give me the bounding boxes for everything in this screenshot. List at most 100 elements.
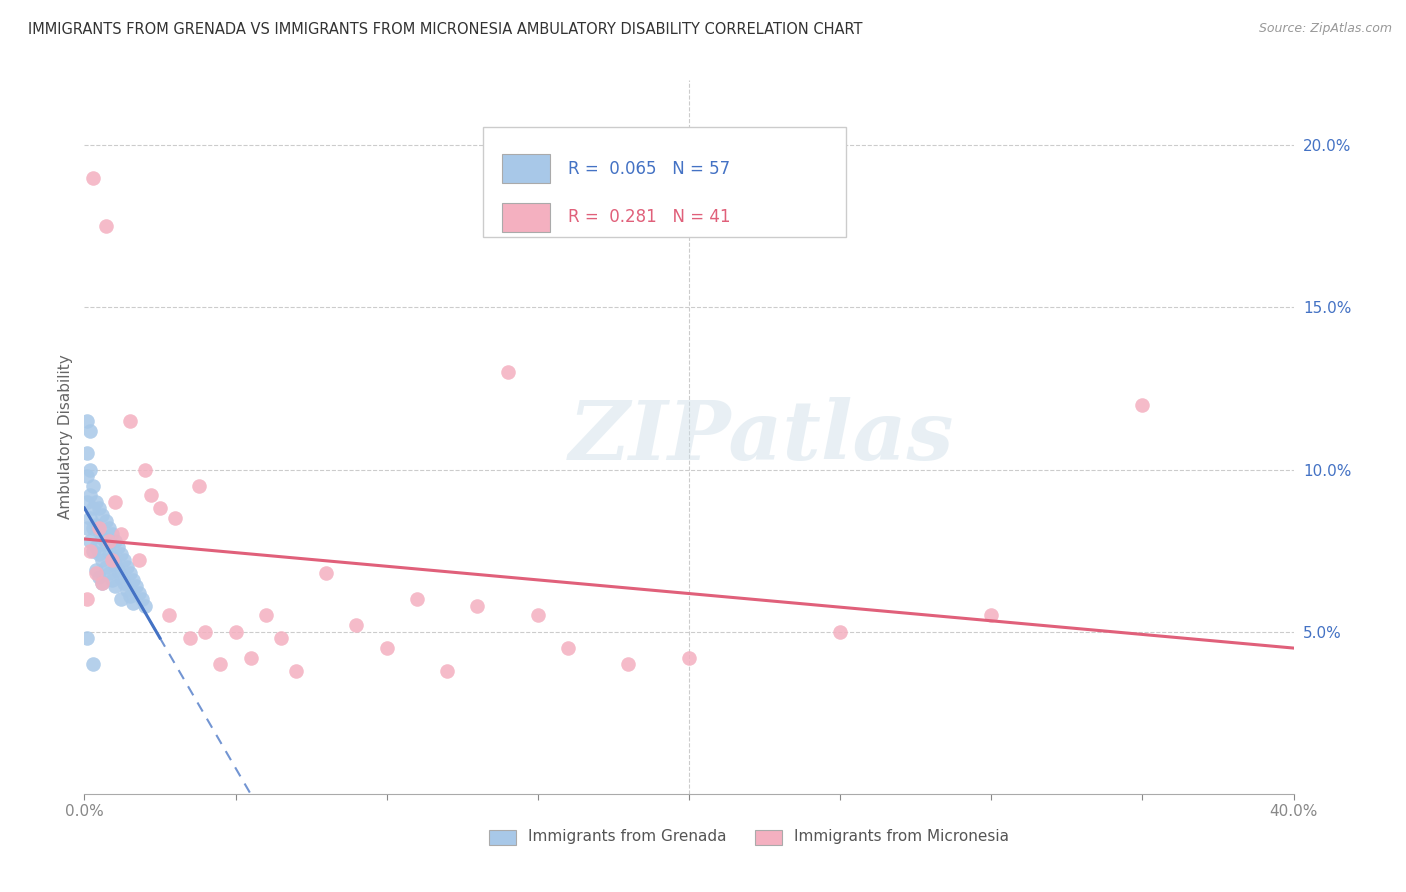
Point [128,553,150,567]
Point [100,527,122,541]
Point [1130,398,1153,412]
Text: ZIPatlas: ZIPatlas [569,397,955,477]
Point [110,569,132,583]
Point [79,462,101,476]
Point [104,495,127,509]
Point [100,550,122,565]
Point [110,547,132,561]
Point [76,495,98,509]
Point [436,664,458,678]
Point [194,624,217,639]
Point [79,511,101,525]
FancyBboxPatch shape [484,127,846,237]
Point [115,559,138,574]
Point [79,488,101,502]
Point [94,515,117,529]
Point [118,589,141,603]
Point [89,521,111,535]
Point [91,508,114,522]
Point [94,559,117,574]
Point [406,592,429,607]
Point [97,543,120,558]
Point [125,579,148,593]
Point [188,479,211,493]
Point [91,576,114,591]
Text: Immigrants from Micronesia: Immigrants from Micronesia [794,830,1010,844]
Point [346,618,368,632]
Point [112,553,135,567]
Point [118,566,141,581]
Point [100,573,122,587]
Point [76,592,98,607]
Point [94,537,117,551]
Point [100,553,122,567]
Point [128,586,150,600]
Point [118,414,141,428]
Point [104,579,127,593]
Text: IMMIGRANTS FROM GRENADA VS IMMIGRANTS FROM MICRONESIA AMBULATORY DISABILITY CORR: IMMIGRANTS FROM GRENADA VS IMMIGRANTS FR… [28,22,863,37]
Point [165,511,187,525]
Point [82,543,104,558]
Point [76,521,98,535]
Point [131,592,153,607]
Point [82,521,104,535]
Point [557,640,579,655]
Point [285,664,308,678]
Text: R =  0.065   N = 57: R = 0.065 N = 57 [568,160,730,178]
Bar [755,830,782,846]
Point [496,365,519,379]
Point [107,541,129,555]
Point [82,501,104,516]
Point [107,563,129,577]
Point [82,657,104,672]
Text: Source: ZipAtlas.com: Source: ZipAtlas.com [1258,22,1392,36]
Bar [502,203,550,232]
Point [91,531,114,545]
Point [86,495,108,509]
Point [76,631,98,645]
Y-axis label: Ambulatory Disability: Ambulatory Disability [58,355,73,519]
Point [97,521,120,535]
Point [110,527,132,541]
Point [134,462,156,476]
Point [104,533,127,548]
Point [104,557,127,571]
Point [270,631,292,645]
Point [980,608,1002,623]
Bar [502,154,550,183]
Point [121,595,143,609]
Point [375,640,398,655]
Point [76,446,98,460]
Point [239,650,262,665]
Point [91,576,114,591]
Point [678,650,700,665]
Point [139,488,162,502]
Point [86,541,108,555]
Point [82,170,104,185]
Point [149,501,172,516]
Point [617,657,640,672]
Point [89,569,111,583]
Point [76,469,98,483]
Point [79,424,101,438]
Point [79,543,101,558]
Point [89,524,111,538]
Point [225,624,247,639]
Point [112,576,135,591]
Point [254,608,277,623]
Point [94,219,117,234]
Point [179,631,201,645]
Point [82,479,104,493]
Point [97,533,120,548]
Point [79,533,101,548]
Point [527,608,550,623]
Point [121,573,143,587]
Point [209,657,232,672]
Text: R =  0.281   N = 41: R = 0.281 N = 41 [568,209,731,227]
Bar [489,830,516,846]
Point [89,501,111,516]
Point [830,624,852,639]
Point [134,599,156,613]
Point [89,547,111,561]
Point [76,414,98,428]
